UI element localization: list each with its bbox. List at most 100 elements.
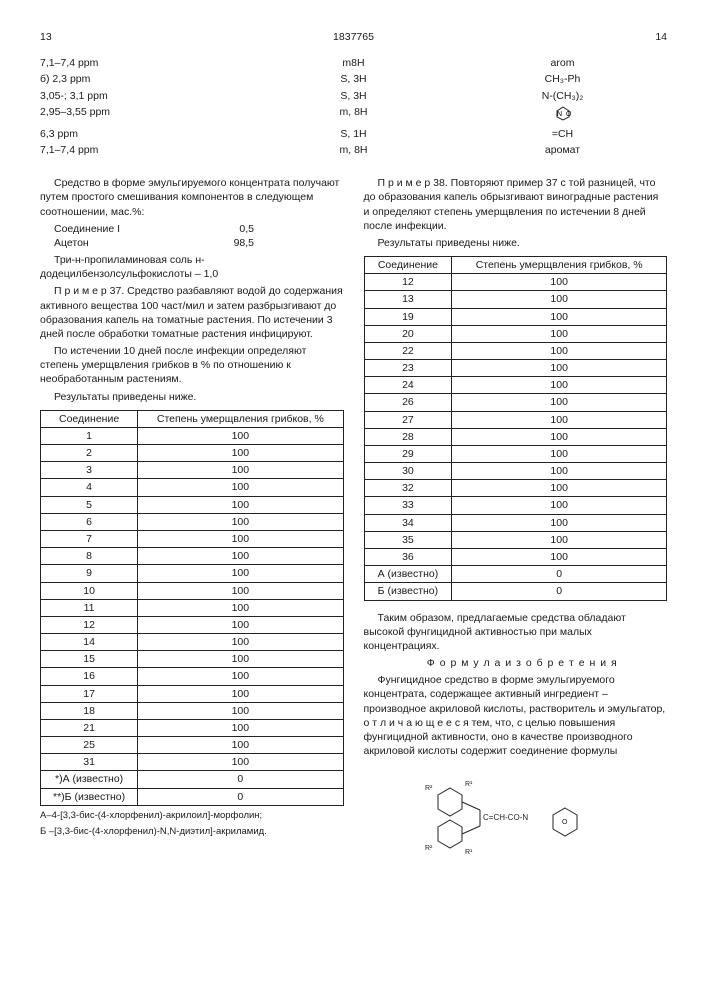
table-cell: 7 xyxy=(41,530,138,547)
table-cell: 0 xyxy=(138,788,343,805)
table-row: 16100 xyxy=(41,668,344,685)
table-cell: 3 xyxy=(41,462,138,479)
table-cell: 100 xyxy=(452,531,667,548)
assign: аромат xyxy=(458,143,667,157)
composition-list: Соединение I 0,5Ацетон98,5 xyxy=(54,222,344,250)
spectrum-row: 7,1–7,4 ppmm8Harom xyxy=(40,56,667,70)
comp-label: Соединение I xyxy=(54,222,120,236)
table-row: 29100 xyxy=(364,445,667,462)
table-cell: 100 xyxy=(452,274,667,291)
table-row: 14100 xyxy=(41,634,344,651)
table-cell: 30 xyxy=(364,463,452,480)
page-left-num: 13 xyxy=(40,30,247,44)
table-cell: 100 xyxy=(452,463,667,480)
table-row: 21100 xyxy=(41,719,344,736)
footnote-b: Б –[3,3-бис-(4-хлорфенил)-N,N-диэтил]-ак… xyxy=(40,826,344,839)
table-cell: **)Б (известно) xyxy=(41,788,138,805)
table-cell: 27 xyxy=(364,411,452,428)
svg-text:R²: R² xyxy=(425,845,433,852)
table-cell: 9 xyxy=(41,565,138,582)
table-row: 18100 xyxy=(41,702,344,719)
para: П р и м е р 37. Средство разбавляют водо… xyxy=(40,284,344,341)
table-cell: 36 xyxy=(364,548,452,565)
table-header: Соединение xyxy=(364,257,452,274)
table-cell: 1 xyxy=(41,427,138,444)
table-cell: 100 xyxy=(138,651,343,668)
formula-heading: Ф о р м у л а и з о б р е т е н и я xyxy=(364,656,668,670)
table-cell: 0 xyxy=(452,583,667,600)
morpholine-icon: NO xyxy=(554,105,572,121)
table-cell: 0 xyxy=(452,566,667,583)
assign: CH₃-Ph xyxy=(458,72,667,86)
comp-val: 0,5 xyxy=(239,222,254,236)
para: Средство в форме эмульгируемого концентр… xyxy=(40,176,344,219)
table-row: 1100 xyxy=(41,427,344,444)
table-row: 27100 xyxy=(364,411,667,428)
table-cell: 100 xyxy=(452,514,667,531)
table-cell: 100 xyxy=(452,325,667,342)
table-row: **)Б (известно)0 xyxy=(41,788,344,805)
table-cell: 17 xyxy=(41,685,138,702)
comp-val: 98,5 xyxy=(234,236,254,250)
assign: arom xyxy=(458,56,667,70)
table-row: 31100 xyxy=(41,754,344,771)
svg-text:R²: R² xyxy=(425,785,433,792)
composition-row: Соединение I 0,5 xyxy=(54,222,254,236)
table-cell: Б (известно) xyxy=(364,583,452,600)
table-cell: 5 xyxy=(41,496,138,513)
svg-text:O: O xyxy=(566,111,572,118)
table-cell: 12 xyxy=(364,274,452,291)
table-row: 7100 xyxy=(41,530,344,547)
table-cell: 100 xyxy=(138,668,343,685)
table-row: 25100 xyxy=(41,737,344,754)
table-cell: 31 xyxy=(41,754,138,771)
table-cell: А (известно) xyxy=(364,566,452,583)
mult: m, 8H xyxy=(249,105,458,125)
para: Три-н-пропиламиновая соль н-додецилбензо… xyxy=(40,253,344,281)
table-cell: 11 xyxy=(41,599,138,616)
table-cell: 12 xyxy=(41,616,138,633)
assign: NO xyxy=(458,105,667,125)
table-cell: 25 xyxy=(41,737,138,754)
table-cell: 33 xyxy=(364,497,452,514)
mult: m, 8H xyxy=(249,143,458,157)
table-cell: 100 xyxy=(452,480,667,497)
table-cell: 100 xyxy=(452,308,667,325)
table-cell: 2 xyxy=(41,445,138,462)
assign: N-(CH₃)₂ xyxy=(458,89,667,103)
composition-row: Ацетон98,5 xyxy=(54,236,254,250)
table-cell: 100 xyxy=(452,291,667,308)
table-cell: 10 xyxy=(41,582,138,599)
table-cell: 100 xyxy=(138,754,343,771)
table-cell: 100 xyxy=(138,582,343,599)
table-row: 9100 xyxy=(41,565,344,582)
table-cell: 100 xyxy=(138,445,343,462)
svg-text:C=CH-CO-N: C=CH-CO-N xyxy=(483,813,528,822)
table-cell: 0 xyxy=(138,771,343,788)
table-header: Степень умерщвления грибков, % xyxy=(138,410,343,427)
table-row: 17100 xyxy=(41,685,344,702)
table-cell: 100 xyxy=(138,530,343,547)
table-cell: 23 xyxy=(364,360,452,377)
ppm: 2,95–3,55 ppm xyxy=(40,105,249,125)
table-cell: 100 xyxy=(138,565,343,582)
page-header: 13 1837765 14 xyxy=(40,30,667,44)
table-cell: 100 xyxy=(138,719,343,736)
table-row: 19100 xyxy=(364,308,667,325)
table-cell: 100 xyxy=(138,616,343,633)
table-cell: 22 xyxy=(364,342,452,359)
table-cell: 100 xyxy=(138,496,343,513)
svg-text:N: N xyxy=(557,111,562,118)
table-cell: 100 xyxy=(138,462,343,479)
table-row: А (известно)0 xyxy=(364,566,667,583)
table-cell: 100 xyxy=(138,634,343,651)
table-cell: 100 xyxy=(452,342,667,359)
table-cell: 19 xyxy=(364,308,452,325)
table-cell: 18 xyxy=(41,702,138,719)
table-row: Б (известно)0 xyxy=(364,583,667,600)
table-cell: 8 xyxy=(41,548,138,565)
table-cell: 24 xyxy=(364,377,452,394)
table-row: 10100 xyxy=(41,582,344,599)
table-cell: 100 xyxy=(452,497,667,514)
table-row: 3100 xyxy=(41,462,344,479)
